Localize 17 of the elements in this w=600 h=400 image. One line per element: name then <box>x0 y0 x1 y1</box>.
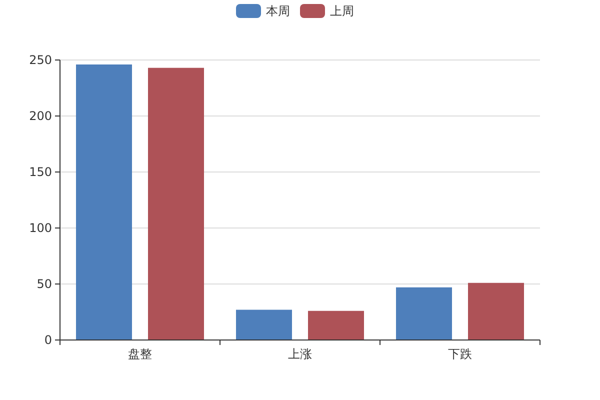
bar <box>468 282 524 340</box>
y-tick-label: 150 <box>29 165 52 179</box>
y-tick-label: 0 <box>44 333 52 347</box>
x-tick-label: 上涨 <box>288 347 312 361</box>
x-tick-label: 下跌 <box>448 347 472 361</box>
y-tick-label: 250 <box>29 53 52 67</box>
bar <box>236 310 292 340</box>
bar <box>76 64 132 340</box>
bar <box>148 68 204 340</box>
legend-label: 上周 <box>330 4 354 18</box>
y-tick-label: 100 <box>29 221 52 235</box>
bar <box>308 310 364 340</box>
legend-label: 本周 <box>266 4 290 18</box>
bar <box>396 287 452 340</box>
x-tick-label: 盘整 <box>128 347 152 361</box>
y-tick-label: 50 <box>36 277 52 291</box>
y-tick-label: 200 <box>29 109 52 123</box>
